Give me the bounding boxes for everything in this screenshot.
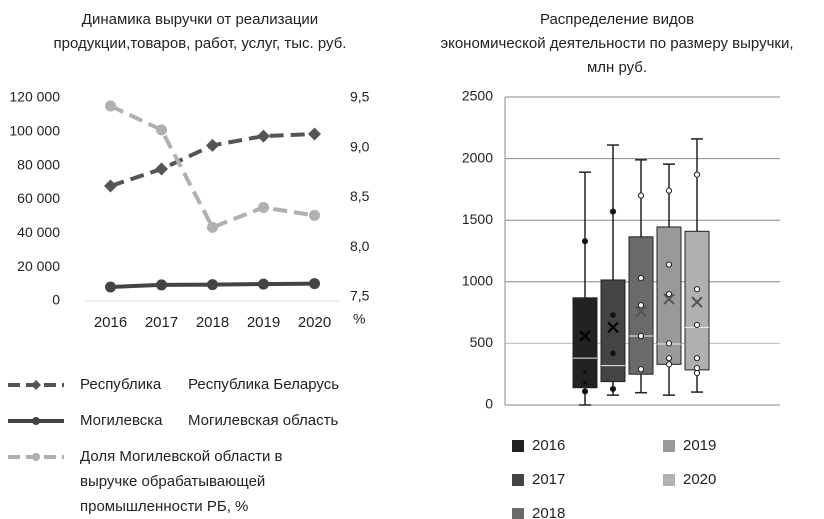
mean [663,293,675,305]
legend-label: Республика Беларусь [188,376,339,393]
box [600,279,626,383]
x-tick-label: 2016 [94,314,127,331]
point [156,279,167,291]
y-tick-label: 40 000 [17,224,60,240]
point [665,361,673,368]
point [665,355,673,362]
point [609,208,617,215]
point [609,385,617,393]
y-tick-label: 0 [485,396,493,412]
legend-marker [31,380,41,390]
legend-swatch [512,440,524,452]
y-tick-label: 1500 [462,211,493,227]
point [637,332,645,340]
point [693,171,701,178]
point [206,138,219,152]
legend-marker [32,453,40,461]
x-tick-label: 2017 [145,314,178,331]
y2-tick-label: 8,5 [350,188,370,204]
point [155,162,168,176]
chart-title: млн руб. [587,59,647,76]
point [665,291,673,298]
point [309,209,320,221]
point [609,311,617,319]
legend-label: 2018 [532,505,565,519]
legend-swatch [512,508,524,519]
legend-swatch [512,474,524,486]
point [105,281,116,293]
point [581,379,589,386]
point [257,129,270,143]
mean [579,330,591,342]
chart-title: Распределение видов [540,11,694,28]
point [637,192,645,199]
point [665,261,673,268]
y-tick-label: 60 000 [17,190,60,206]
point [156,124,167,136]
legend-label: 2016 [532,437,565,454]
point [581,388,589,395]
point [104,179,117,193]
y-tick-label: 500 [470,334,494,350]
legend-short-label: Могилевска [80,412,163,429]
x-tick-label: 2020 [298,314,331,331]
point [581,238,589,245]
series-line [109,104,315,230]
point [693,286,701,293]
y2-tick-label: 7,5 [350,288,370,304]
point [637,302,645,309]
point [309,278,320,290]
point [693,369,701,377]
mean [635,305,647,318]
point [693,364,701,372]
legend-label: 2020 [683,471,716,488]
point [581,368,589,375]
y-tick-label: 20 000 [17,258,60,274]
y-tick-label: 100 000 [9,123,60,139]
legend-short-label: Республика [80,376,162,393]
y2-axis-label: % [353,311,365,327]
legend-label: Доля Могилевской области в выручке обраб… [80,448,283,515]
point [308,127,321,141]
y-tick-label: 120 000 [9,89,60,105]
mean [691,296,703,308]
point [258,201,269,213]
y2-tick-label: 9,5 [350,89,370,105]
point [609,350,617,357]
y2-tick-label: 9,0 [350,138,370,154]
chart-title: экономической деятельности по размеру вы… [440,35,793,52]
point [665,187,673,194]
point [637,366,645,373]
y2-tick-label: 8,0 [350,238,370,254]
y-tick-label: 2000 [462,149,493,165]
legend-label: Могилевская область [188,412,339,429]
chart-title: Динамика выручки от реализации [82,11,318,28]
x-tick-label: 2019 [247,314,280,331]
y-tick-label: 2500 [462,88,493,104]
point [207,221,218,233]
point [207,279,218,291]
y-tick-label: 80 000 [17,156,60,172]
point [637,275,645,282]
x-tick-label: 2018 [196,314,229,331]
point [693,355,701,362]
point [258,278,269,290]
point [665,340,673,347]
legend-label: 2017 [532,471,565,488]
legend-marker [32,417,40,425]
point [105,100,116,112]
point [693,321,701,329]
chart-title: продукции,товаров, работ, услуг, тыс. ру… [54,35,347,52]
mean [607,321,619,334]
legend-swatch [663,474,675,486]
y-tick-label: 1000 [462,273,493,289]
legend-label: 2019 [683,437,716,454]
box [684,230,710,371]
y-tick-label: 0 [52,292,60,308]
legend-swatch [663,440,675,452]
